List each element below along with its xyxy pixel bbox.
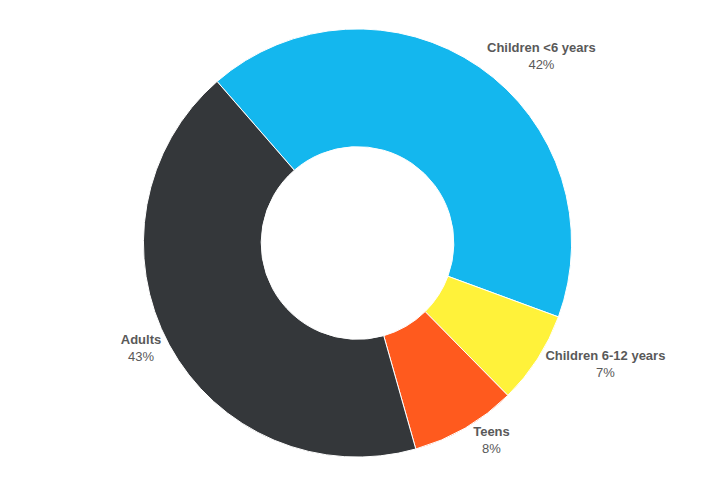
svg-text:Teens8%: Teens8% — [473, 424, 510, 456]
svg-text:Children <6 years42%: Children <6 years42% — [487, 40, 596, 72]
svg-text:Adults43%: Adults43% — [121, 332, 161, 364]
svg-text:Children 6-12 years7%: Children 6-12 years7% — [545, 348, 665, 380]
